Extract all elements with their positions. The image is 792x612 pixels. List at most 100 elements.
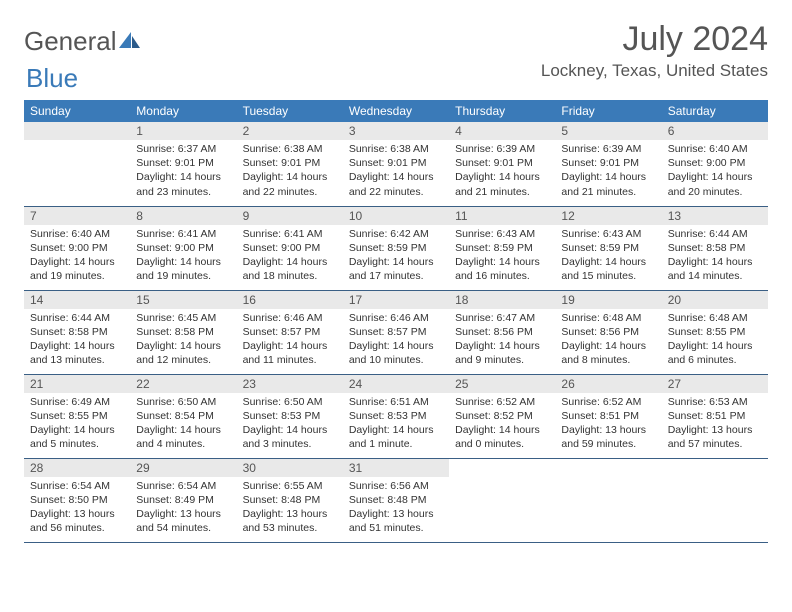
sunset-text: Sunset: 8:53 PM: [349, 409, 443, 423]
daylight-text-1: Daylight: 14 hours: [243, 170, 337, 184]
sunset-text: Sunset: 9:00 PM: [136, 241, 230, 255]
daylight-text-2: and 5 minutes.: [30, 437, 124, 451]
sunset-text: Sunset: 8:55 PM: [668, 325, 762, 339]
sunset-text: Sunset: 9:01 PM: [455, 156, 549, 170]
calendar-week-row: 21Sunrise: 6:49 AMSunset: 8:55 PMDayligh…: [24, 374, 768, 458]
sunset-text: Sunset: 8:57 PM: [349, 325, 443, 339]
sunrise-text: Sunrise: 6:56 AM: [349, 479, 443, 493]
daylight-text-2: and 57 minutes.: [668, 437, 762, 451]
day-number: 10: [343, 207, 449, 225]
daylight-text-2: and 20 minutes.: [668, 185, 762, 199]
sunset-text: Sunset: 8:51 PM: [668, 409, 762, 423]
day-details: Sunrise: 6:50 AMSunset: 8:54 PMDaylight:…: [130, 393, 236, 456]
sunrise-text: Sunrise: 6:54 AM: [136, 479, 230, 493]
day-number: 19: [555, 291, 661, 309]
sunrise-text: Sunrise: 6:42 AM: [349, 227, 443, 241]
daylight-text-2: and 56 minutes.: [30, 521, 124, 535]
daylight-text-1: Daylight: 13 hours: [561, 423, 655, 437]
sunset-text: Sunset: 8:53 PM: [243, 409, 337, 423]
sunrise-text: Sunrise: 6:43 AM: [561, 227, 655, 241]
sunrise-text: Sunrise: 6:39 AM: [455, 142, 549, 156]
daylight-text-2: and 13 minutes.: [30, 353, 124, 367]
sunset-text: Sunset: 9:01 PM: [349, 156, 443, 170]
sunset-text: Sunset: 9:00 PM: [668, 156, 762, 170]
day-details: Sunrise: 6:54 AMSunset: 8:49 PMDaylight:…: [130, 477, 236, 540]
day-details: Sunrise: 6:49 AMSunset: 8:55 PMDaylight:…: [24, 393, 130, 456]
daylight-text-1: Daylight: 14 hours: [561, 339, 655, 353]
calendar-day-cell: 17Sunrise: 6:46 AMSunset: 8:57 PMDayligh…: [343, 290, 449, 374]
day-number: 23: [237, 375, 343, 393]
daylight-text-2: and 22 minutes.: [243, 185, 337, 199]
calendar-header-row: SundayMondayTuesdayWednesdayThursdayFrid…: [24, 100, 768, 122]
calendar-day-cell: [662, 458, 768, 542]
day-number: 17: [343, 291, 449, 309]
daylight-text-2: and 9 minutes.: [455, 353, 549, 367]
daylight-text-2: and 8 minutes.: [561, 353, 655, 367]
daylight-text-2: and 3 minutes.: [243, 437, 337, 451]
day-details: Sunrise: 6:48 AMSunset: 8:55 PMDaylight:…: [662, 309, 768, 372]
empty-day-header: [555, 459, 661, 477]
logo-text-1: General: [24, 26, 117, 57]
sunrise-text: Sunrise: 6:41 AM: [243, 227, 337, 241]
day-details: Sunrise: 6:41 AMSunset: 9:00 PMDaylight:…: [237, 225, 343, 288]
day-number: 4: [449, 122, 555, 140]
sunrise-text: Sunrise: 6:40 AM: [668, 142, 762, 156]
calendar-day-cell: [555, 458, 661, 542]
calendar-week-row: 1Sunrise: 6:37 AMSunset: 9:01 PMDaylight…: [24, 122, 768, 206]
calendar-day-cell: 15Sunrise: 6:45 AMSunset: 8:58 PMDayligh…: [130, 290, 236, 374]
day-number: 30: [237, 459, 343, 477]
title-block: July 2024 Lockney, Texas, United States: [541, 20, 768, 81]
day-details: Sunrise: 6:38 AMSunset: 9:01 PMDaylight:…: [237, 140, 343, 203]
empty-day-header: [449, 459, 555, 477]
day-details: Sunrise: 6:40 AMSunset: 9:00 PMDaylight:…: [24, 225, 130, 288]
sunrise-text: Sunrise: 6:55 AM: [243, 479, 337, 493]
day-details: Sunrise: 6:51 AMSunset: 8:53 PMDaylight:…: [343, 393, 449, 456]
empty-day-header: [24, 122, 130, 140]
daylight-text-2: and 12 minutes.: [136, 353, 230, 367]
day-number: 31: [343, 459, 449, 477]
weekday-header: Tuesday: [237, 100, 343, 122]
daylight-text-2: and 21 minutes.: [561, 185, 655, 199]
day-details: Sunrise: 6:42 AMSunset: 8:59 PMDaylight:…: [343, 225, 449, 288]
day-details: Sunrise: 6:53 AMSunset: 8:51 PMDaylight:…: [662, 393, 768, 456]
daylight-text-2: and 6 minutes.: [668, 353, 762, 367]
empty-day-header: [662, 459, 768, 477]
calendar-day-cell: 29Sunrise: 6:54 AMSunset: 8:49 PMDayligh…: [130, 458, 236, 542]
calendar-day-cell: 13Sunrise: 6:44 AMSunset: 8:58 PMDayligh…: [662, 206, 768, 290]
daylight-text-1: Daylight: 14 hours: [243, 423, 337, 437]
sunrise-text: Sunrise: 6:50 AM: [243, 395, 337, 409]
day-number: 27: [662, 375, 768, 393]
calendar-day-cell: [24, 122, 130, 206]
weekday-header: Monday: [130, 100, 236, 122]
daylight-text-2: and 16 minutes.: [455, 269, 549, 283]
sunset-text: Sunset: 9:00 PM: [243, 241, 337, 255]
sunset-text: Sunset: 8:51 PM: [561, 409, 655, 423]
day-details: Sunrise: 6:52 AMSunset: 8:52 PMDaylight:…: [449, 393, 555, 456]
day-number: 8: [130, 207, 236, 225]
daylight-text-2: and 51 minutes.: [349, 521, 443, 535]
calendar-day-cell: 26Sunrise: 6:52 AMSunset: 8:51 PMDayligh…: [555, 374, 661, 458]
day-number: 24: [343, 375, 449, 393]
daylight-text-1: Daylight: 14 hours: [30, 423, 124, 437]
day-number: 21: [24, 375, 130, 393]
sunset-text: Sunset: 8:58 PM: [30, 325, 124, 339]
day-details: Sunrise: 6:55 AMSunset: 8:48 PMDaylight:…: [237, 477, 343, 540]
sunset-text: Sunset: 8:55 PM: [30, 409, 124, 423]
day-details: Sunrise: 6:46 AMSunset: 8:57 PMDaylight:…: [343, 309, 449, 372]
sunset-text: Sunset: 8:52 PM: [455, 409, 549, 423]
day-number: 26: [555, 375, 661, 393]
daylight-text-2: and 17 minutes.: [349, 269, 443, 283]
weekday-header: Thursday: [449, 100, 555, 122]
day-details: Sunrise: 6:39 AMSunset: 9:01 PMDaylight:…: [449, 140, 555, 203]
calendar-day-cell: 30Sunrise: 6:55 AMSunset: 8:48 PMDayligh…: [237, 458, 343, 542]
calendar-day-cell: 5Sunrise: 6:39 AMSunset: 9:01 PMDaylight…: [555, 122, 661, 206]
daylight-text-1: Daylight: 14 hours: [349, 423, 443, 437]
day-number: 6: [662, 122, 768, 140]
logo-sail-icon: [119, 26, 141, 57]
daylight-text-2: and 54 minutes.: [136, 521, 230, 535]
sunset-text: Sunset: 9:00 PM: [30, 241, 124, 255]
calendar-day-cell: 14Sunrise: 6:44 AMSunset: 8:58 PMDayligh…: [24, 290, 130, 374]
day-number: 13: [662, 207, 768, 225]
daylight-text-1: Daylight: 14 hours: [455, 255, 549, 269]
location-text: Lockney, Texas, United States: [541, 61, 768, 81]
